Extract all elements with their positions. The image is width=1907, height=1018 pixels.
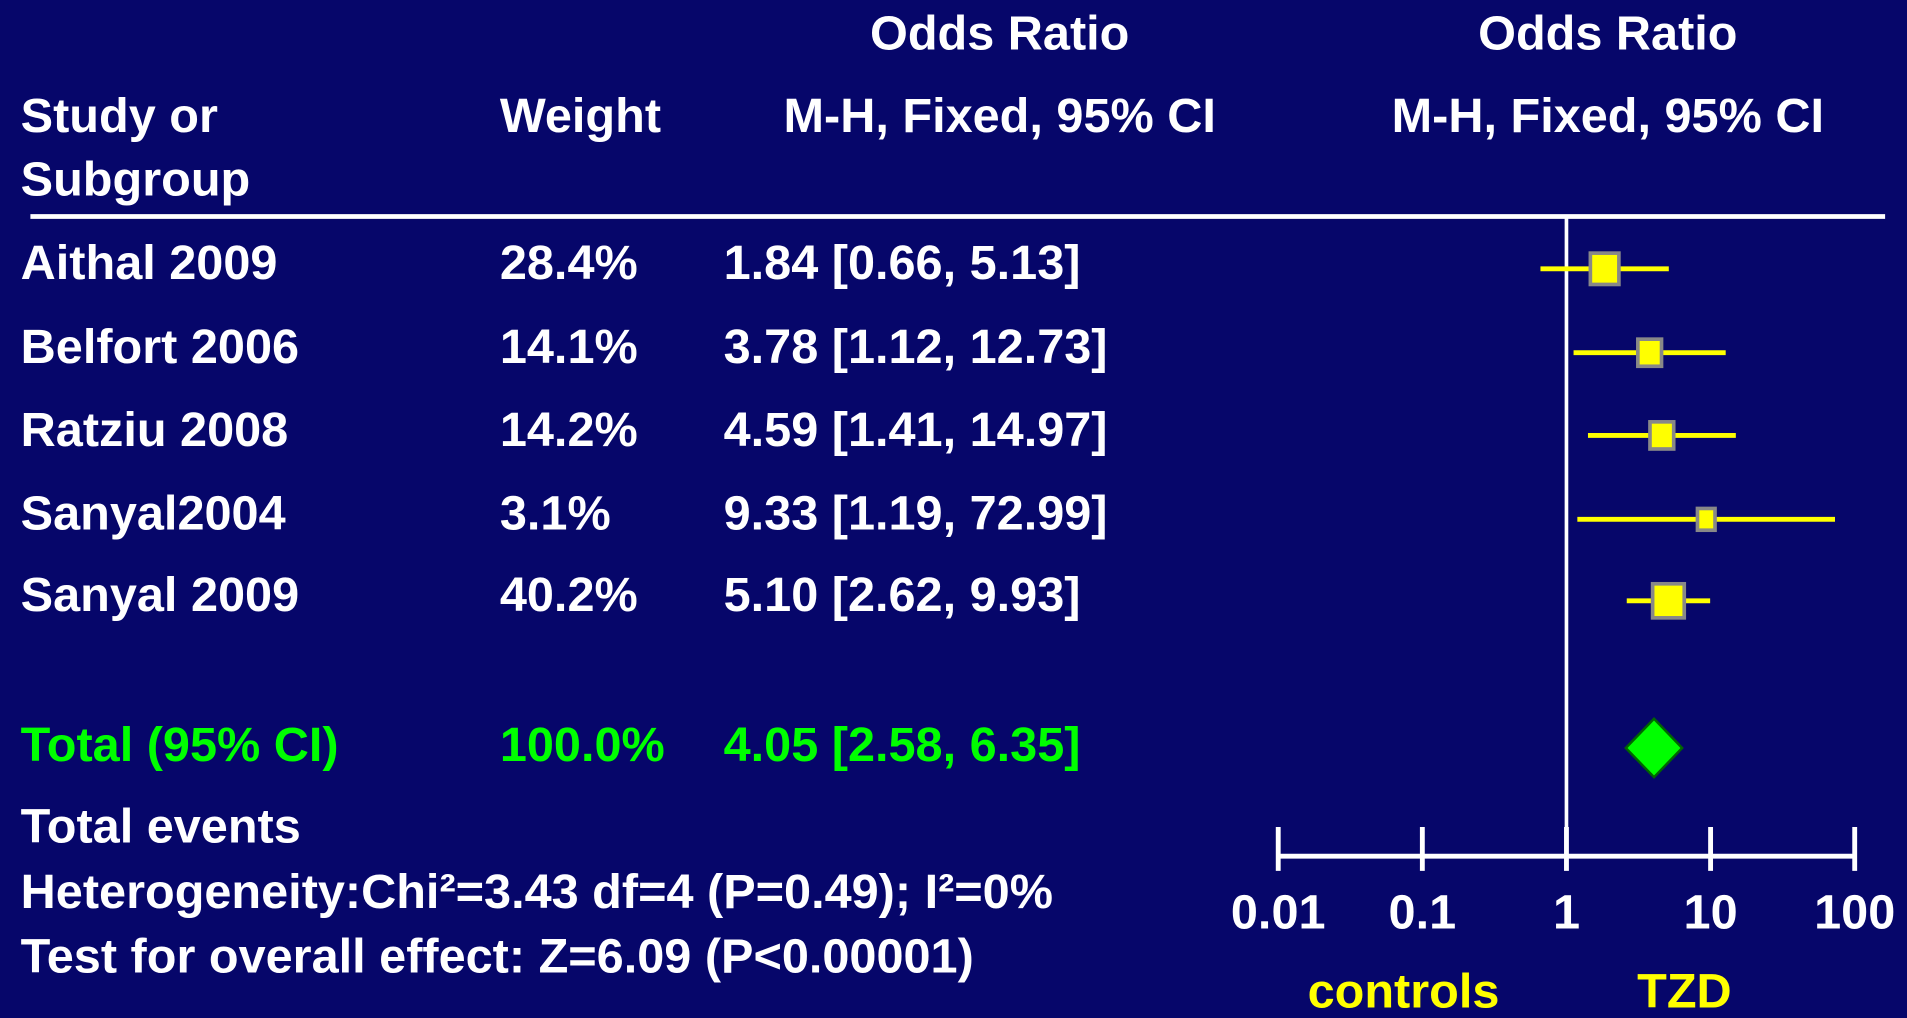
footer-line: Total events <box>21 799 301 853</box>
x-tick-label: 0.01 <box>1231 886 1326 940</box>
study-header: Study or <box>21 89 218 143</box>
study-name: Belfort 2006 <box>21 320 299 374</box>
weight: 28.4% <box>500 236 638 290</box>
total-diamond <box>1624 717 1684 779</box>
study-header: Subgroup <box>21 152 251 206</box>
weight: 14.2% <box>500 403 638 457</box>
plot-method: M-H, Fixed, 95% CI <box>1392 89 1824 143</box>
odds-ratio: 4.59 [1.41, 14.97] <box>724 403 1108 457</box>
weight: 3.1% <box>500 487 611 541</box>
footer-line: Heterogeneity:Chi²=3.43 df=4 (P=0.49); I… <box>21 865 1053 919</box>
weight-square <box>1636 337 1664 369</box>
weight-square <box>1695 506 1717 533</box>
x-tick-label: 0.1 <box>1389 886 1457 940</box>
plot-title: Odds Ratio <box>1478 6 1737 60</box>
right-label: TZD <box>1637 965 1732 1018</box>
or-title: Odds Ratio <box>870 6 1129 60</box>
x-tick-label: 100 <box>1814 886 1895 940</box>
odds-ratio: 5.10 [2.62, 9.93] <box>724 568 1081 622</box>
total-or-label: 4.05 [2.58, 6.35] <box>724 718 1081 772</box>
x-tick-label: 10 <box>1684 886 1738 940</box>
x-tick-label: 1 <box>1553 886 1580 940</box>
left-label: controls <box>1308 965 1500 1018</box>
study-name: Sanyal2004 <box>21 487 286 541</box>
study-name: Ratziu 2008 <box>21 403 289 457</box>
total-weight-label: 100.0% <box>500 718 665 772</box>
weight-square <box>1648 420 1676 451</box>
odds-ratio: 9.33 [1.19, 72.99] <box>724 487 1108 541</box>
study-name: Sanyal 2009 <box>21 568 299 622</box>
weight-header: Weight <box>500 89 661 143</box>
odds-ratio: 3.78 [1.12, 12.73] <box>724 320 1108 374</box>
weight-square <box>1650 581 1687 620</box>
study-name: Aithal 2009 <box>21 236 278 290</box>
weight: 40.2% <box>500 568 638 622</box>
odds-ratio: 1.84 [0.66, 5.13] <box>724 236 1081 290</box>
total-name: Total (95% CI) <box>21 718 339 772</box>
weight-square <box>1588 251 1621 287</box>
weight: 14.1% <box>500 320 638 374</box>
or-method: M-H, Fixed, 95% CI <box>784 89 1216 143</box>
footer-line: Test for overall effect: Z=6.09 (P<0.000… <box>21 929 974 983</box>
